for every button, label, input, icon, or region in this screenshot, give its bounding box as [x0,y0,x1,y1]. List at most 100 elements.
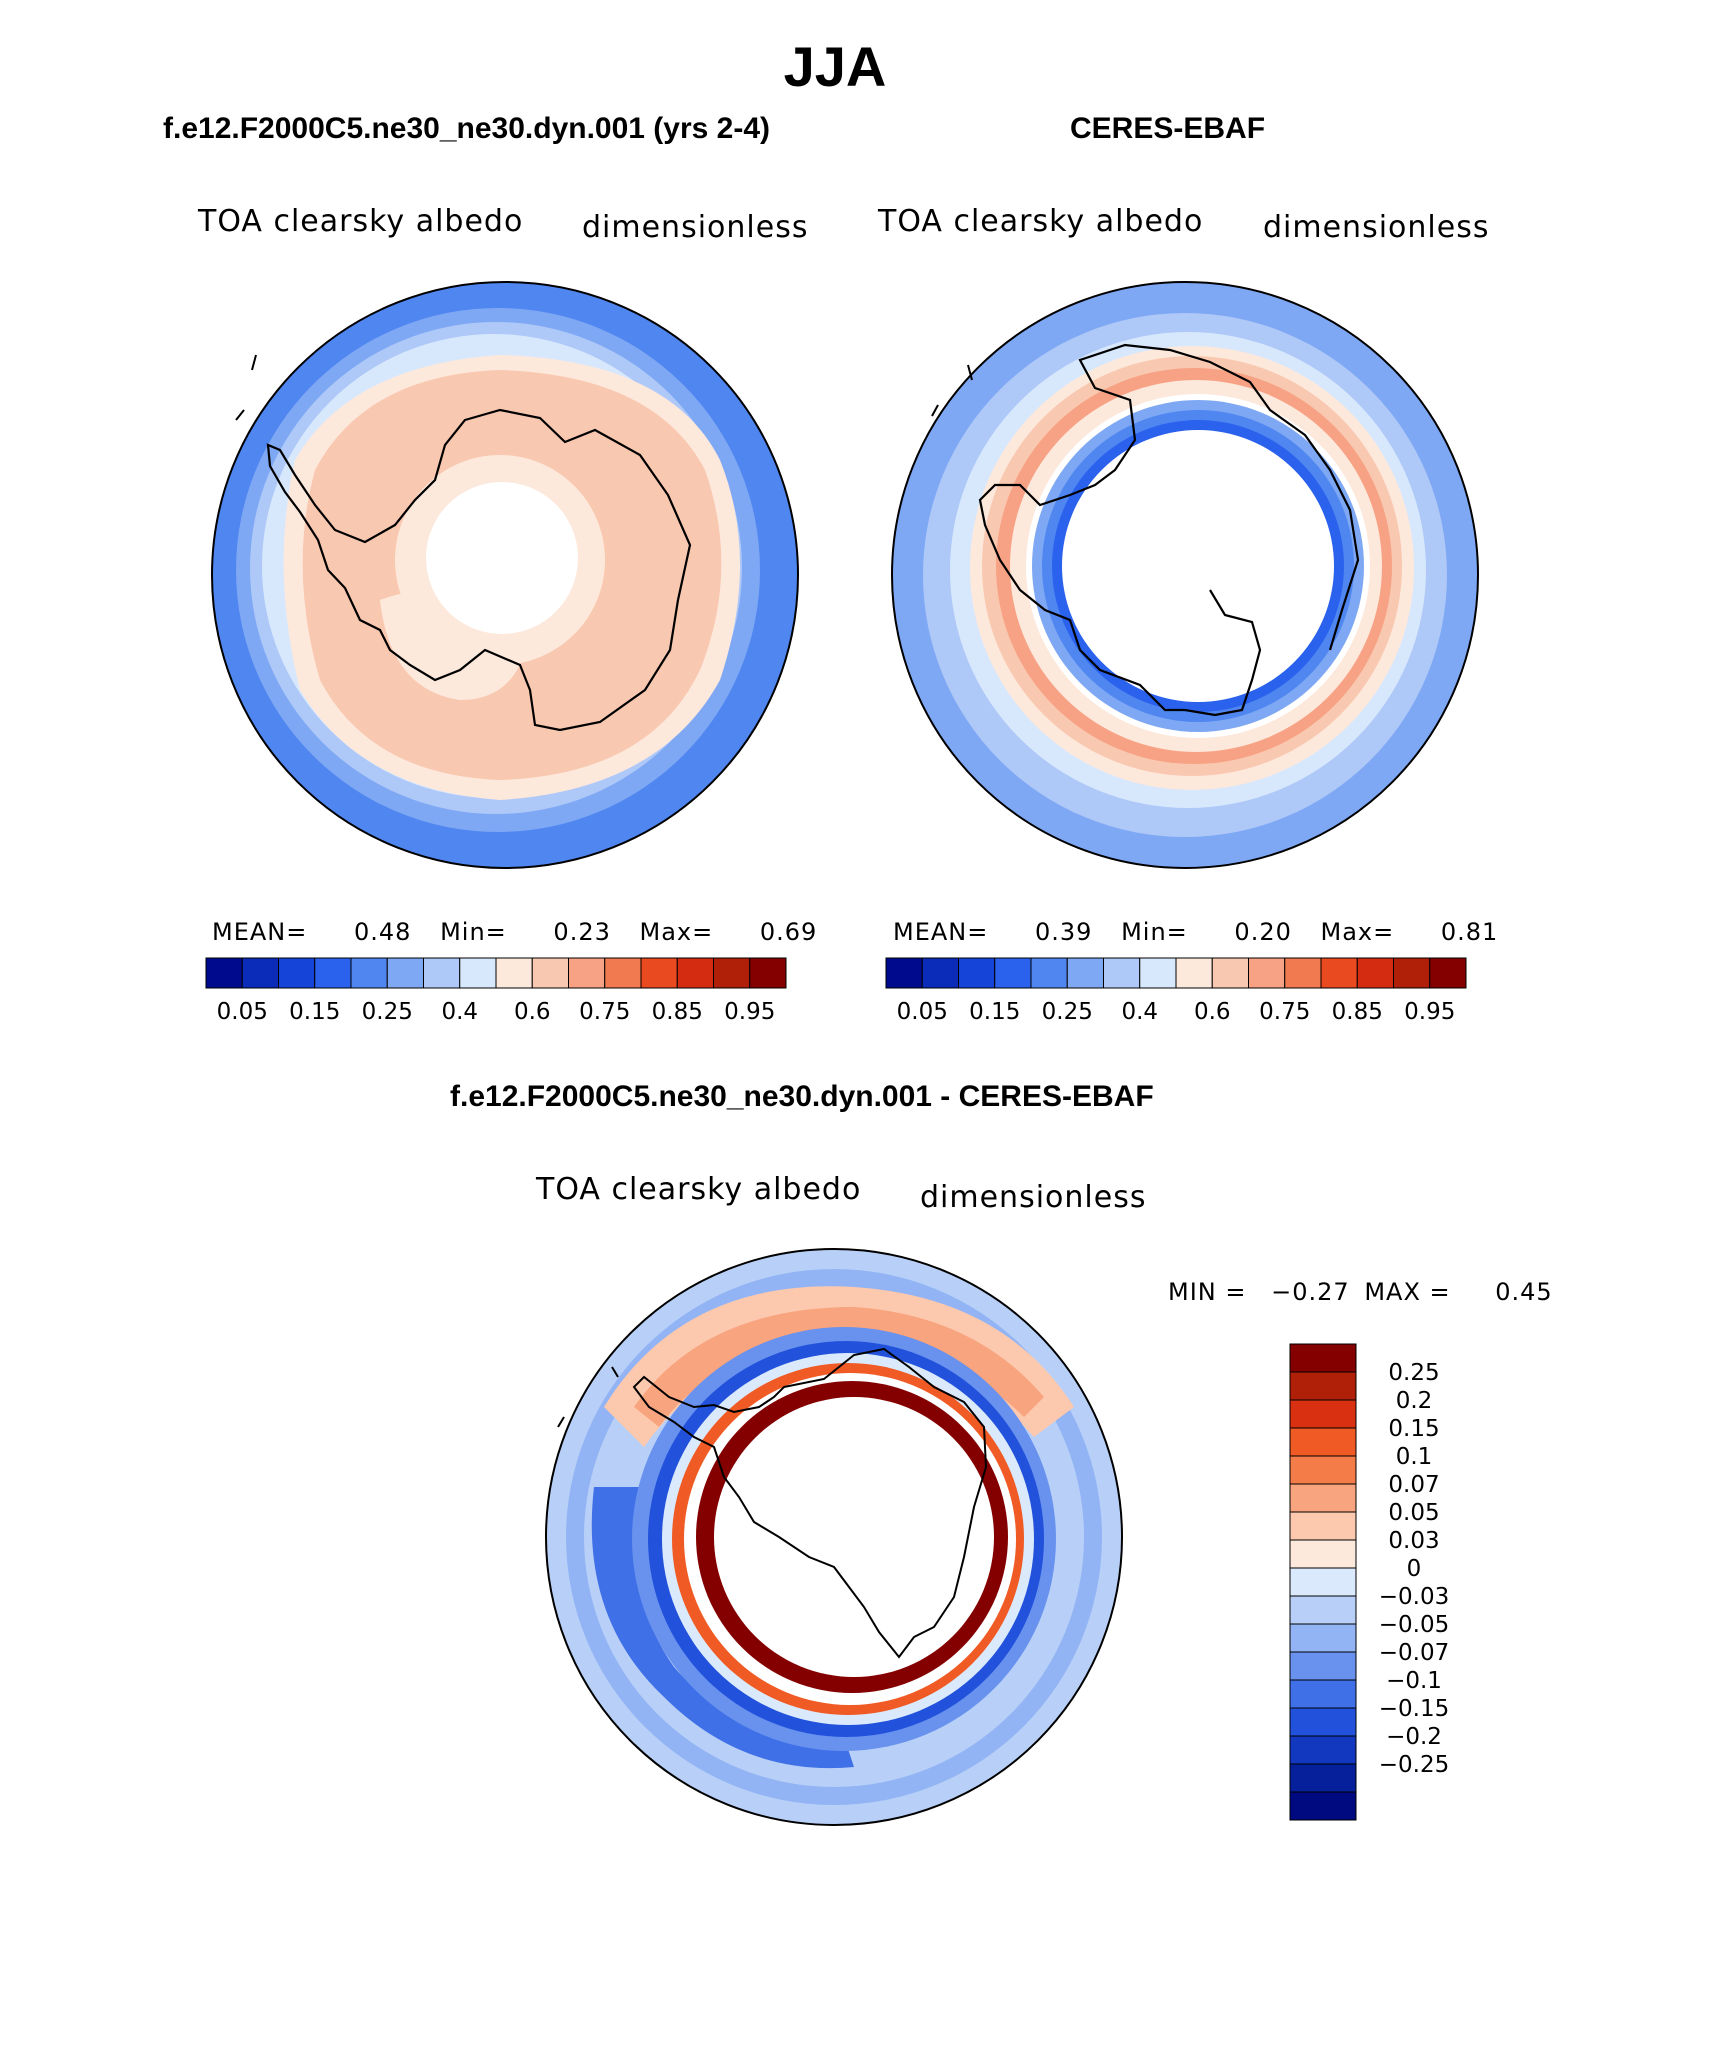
diff-min-label: MIN = [1168,1278,1247,1306]
model-mean-label: MEAN= [212,918,308,946]
diff-colorbar-tick-label: 0.1 [1396,1444,1433,1470]
diff-colorbar-tick-label: −0.25 [1379,1752,1449,1778]
obs-stats: MEAN= 0.39 Min= 0.20 Max= 0.81 [893,918,1498,946]
model-mean-value: 0.48 [354,918,412,946]
diff-colorbar-swatch [1289,1567,1357,1597]
model-max-value: 0.69 [759,918,818,946]
diff-colorbar-swatch [1289,1595,1357,1625]
model-colorbar-tick-label: 0.05 [217,999,268,1025]
diff-case-title: f.e12.F2000C5.ne30_ne30.dyn.001 - CERES-… [450,1080,1154,1113]
diff-colorbar-swatch [1289,1371,1357,1401]
obs-colorbar-swatch [1030,957,1068,989]
obs-colorbar-swatch [1356,957,1394,989]
diff-units-label: dimensionless [920,1180,1147,1215]
obs-colorbar-tick-label: 0.15 [969,999,1020,1025]
model-colorbar-tick-label: 0.6 [514,999,551,1025]
obs-colorbar-swatch [1284,957,1322,989]
obs-colorbar-tick-label: 0.25 [1042,999,1093,1025]
diff-colorbar-tick-label: 0.2 [1396,1388,1433,1414]
obs-min-label: Min= [1121,918,1188,946]
model-colorbar-tick-label: 0.4 [441,999,478,1025]
diff-max-value: 0.45 [1495,1278,1553,1306]
diff-colorbar-swatch [1289,1735,1357,1765]
diff-colorbar-swatch [1289,1399,1357,1429]
diff-colorbar-swatch [1289,1455,1357,1485]
obs-colorbar-tick-label: 0.95 [1404,999,1455,1025]
obs-colorbar-swatch [1211,957,1249,989]
model-units-label: dimensionless [582,210,809,245]
model-variable-label: TOA clearsky albedo [198,204,524,239]
obs-colorbar-tick-label: 0.85 [1332,999,1383,1025]
diff-colorbar-swatch [1289,1679,1357,1709]
obs-colorbar-swatch [994,957,1032,989]
coastline [266,408,692,732]
diff-colorbar-swatch [1289,1763,1357,1793]
diff-minmax: MIN = −0.27 MAX = 0.45 [1168,1278,1553,1306]
model-colorbar-swatch [713,957,751,989]
obs-mean-label: MEAN= [893,918,989,946]
obs-units-label: dimensionless [1263,210,1490,245]
model-polar-map [211,281,799,869]
model-colorbar-swatch [459,957,497,989]
diff-colorbar-tick-label: −0.2 [1386,1724,1442,1750]
model-min-label: Min= [440,918,507,946]
model-colorbar-swatch [749,957,787,989]
model-colorbar-swatch [386,957,424,989]
model-colorbar-tick-label: 0.15 [289,999,340,1025]
diff-colorbar-swatch [1289,1343,1357,1373]
diff-colorbar-tick-label: −0.15 [1379,1696,1449,1722]
diff-colorbar-tick-label: 0.07 [1388,1472,1439,1498]
obs-colorbar-swatch [1320,957,1358,989]
obs-max-value: 0.81 [1440,918,1499,946]
model-colorbar-swatch [314,957,352,989]
diff-colorbar-tick-label: −0.07 [1379,1640,1449,1666]
diff-colorbar: 0.250.20.150.10.070.050.030−0.03−0.05−0.… [1289,1343,1449,1821]
model-max-label: Max= [639,918,714,946]
obs-colorbar-swatch [958,957,996,989]
obs-colorbar-swatch [1103,957,1141,989]
obs-colorbar-tick-label: 0.05 [897,999,948,1025]
diff-colorbar-tick-label: −0.03 [1379,1584,1449,1610]
model-colorbar-swatch [604,957,642,989]
obs-max-label: Max= [1320,918,1395,946]
obs-variable-label: TOA clearsky albedo [878,204,1204,239]
diff-colorbar-swatch [1289,1707,1357,1737]
model-colorbar-swatch [531,957,569,989]
diff-colorbar-swatch [1289,1623,1357,1653]
diff-colorbar-tick-label: 0.03 [1388,1528,1439,1554]
obs-case-title: CERES-EBAF [1070,112,1266,145]
model-colorbar-tick-label: 0.25 [362,999,413,1025]
obs-colorbar-swatch [1066,957,1104,989]
diff-colorbar-swatch [1289,1651,1357,1681]
diff-colorbar-tick-label: −0.1 [1386,1668,1442,1694]
diff-colorbar-swatch [1289,1539,1357,1569]
model-colorbar-swatch [423,957,461,989]
diff-max-label: MAX = [1364,1278,1451,1306]
obs-colorbar-swatch [1429,957,1467,989]
model-colorbar-swatch [241,957,279,989]
model-stats: MEAN= 0.48 Min= 0.23 Max= 0.69 [212,918,817,946]
diff-colorbar-swatch [1289,1511,1357,1541]
model-case-title: f.e12.F2000C5.ne30_ne30.dyn.001 (yrs 2-4… [163,112,771,145]
obs-colorbar-swatch [921,957,959,989]
diff-colorbar-tick-label: 0.15 [1388,1416,1439,1442]
obs-colorbar-tick-label: 0.6 [1194,999,1231,1025]
main-title: JJA [783,35,887,98]
model-colorbar-tick-label: 0.85 [652,999,703,1025]
obs-colorbar-swatch [885,957,923,989]
model-min-value: 0.23 [553,918,611,946]
model-colorbar-swatch [640,957,678,989]
diff-colorbar-swatch [1289,1791,1357,1821]
model-colorbar-swatch [350,957,388,989]
diff-colorbar-tick-label: 0.25 [1388,1360,1439,1386]
obs-colorbar-swatch [1139,957,1177,989]
obs-colorbar-tick-label: 0.4 [1121,999,1158,1025]
obs-colorbar: 0.05 0.15 0.25 0.4 0.6 0.75 0.85 0.95 [885,957,1467,1025]
model-colorbar-tick-label: 0.75 [579,999,630,1025]
diff-colorbar-tick-label: −0.05 [1379,1612,1449,1638]
obs-colorbar-swatch [1248,957,1286,989]
obs-polar-map [891,281,1479,869]
diff-variable-label: TOA clearsky albedo [536,1172,862,1207]
obs-colorbar-tick-label: 0.75 [1259,999,1310,1025]
obs-colorbar-swatch [1393,957,1431,989]
